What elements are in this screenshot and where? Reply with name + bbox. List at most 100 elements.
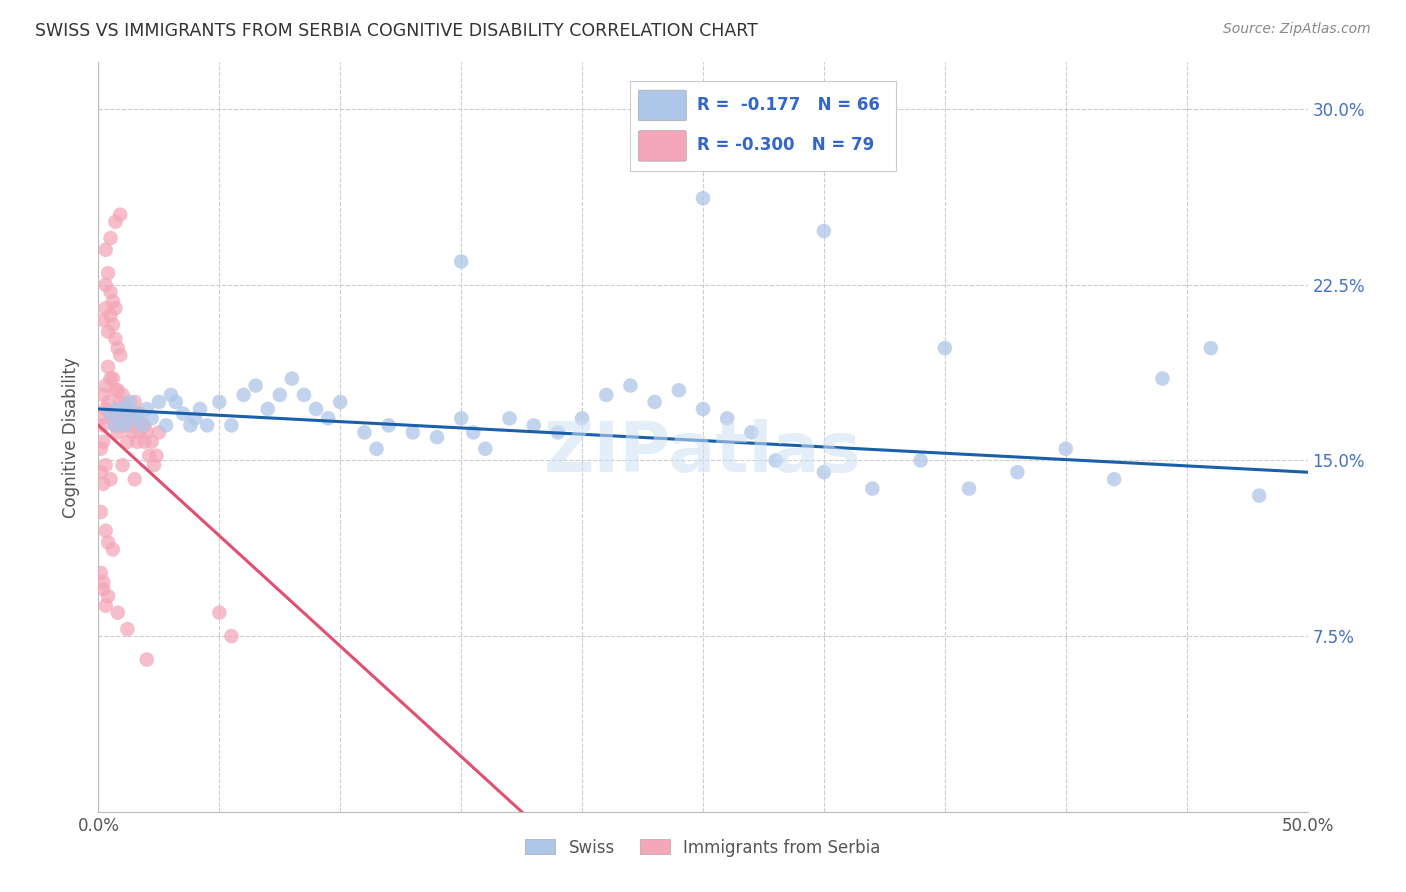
Point xyxy=(619,378,641,392)
Point xyxy=(813,465,835,479)
Text: SWISS VS IMMIGRANTS FROM SERBIA COGNITIVE DISABILITY CORRELATION CHART: SWISS VS IMMIGRANTS FROM SERBIA COGNITIV… xyxy=(35,22,758,40)
Point xyxy=(256,401,278,416)
Point xyxy=(474,442,496,456)
Point xyxy=(124,411,146,425)
Point xyxy=(97,325,120,339)
Point xyxy=(208,606,231,620)
Point xyxy=(124,472,146,486)
Point xyxy=(523,418,546,433)
Point xyxy=(910,453,932,467)
Point xyxy=(107,606,129,620)
Point xyxy=(111,411,134,425)
Point xyxy=(97,359,120,374)
Point xyxy=(269,388,291,402)
Text: ZIPatlas: ZIPatlas xyxy=(544,418,862,485)
Point xyxy=(668,384,690,398)
Legend: Swiss, Immigrants from Serbia: Swiss, Immigrants from Serbia xyxy=(519,832,887,863)
Point xyxy=(692,191,714,205)
Point xyxy=(160,388,183,402)
Point xyxy=(292,388,315,402)
Point xyxy=(108,395,131,409)
Point xyxy=(114,418,136,433)
Y-axis label: Cognitive Disability: Cognitive Disability xyxy=(62,357,80,517)
Point xyxy=(97,395,120,409)
Point xyxy=(91,388,114,402)
Point xyxy=(90,566,112,580)
Point xyxy=(117,434,139,449)
Point xyxy=(107,401,129,416)
Point xyxy=(118,418,141,433)
Point xyxy=(107,425,129,440)
Point xyxy=(128,425,150,440)
Point xyxy=(108,208,131,222)
Point xyxy=(860,482,883,496)
Point xyxy=(329,395,352,409)
Point xyxy=(97,535,120,549)
Point xyxy=(450,411,472,425)
Point xyxy=(90,442,112,456)
Point xyxy=(155,418,177,433)
Point xyxy=(463,425,485,440)
Point xyxy=(221,629,243,643)
Point xyxy=(1054,442,1077,456)
Point xyxy=(101,371,124,385)
Point xyxy=(104,301,127,316)
Point xyxy=(1102,472,1125,486)
Point xyxy=(716,411,738,425)
Point xyxy=(232,388,254,402)
Point xyxy=(104,418,127,433)
Point xyxy=(117,622,139,636)
Point xyxy=(101,294,124,309)
Point xyxy=(148,395,170,409)
Point xyxy=(111,458,134,473)
Point xyxy=(366,442,388,456)
Point xyxy=(90,465,112,479)
Point xyxy=(100,407,122,421)
Point xyxy=(91,313,114,327)
Point xyxy=(94,243,117,257)
Point xyxy=(1199,341,1222,355)
Point xyxy=(134,418,156,433)
Point xyxy=(101,318,124,332)
Point xyxy=(100,472,122,486)
Point xyxy=(498,411,520,425)
Point xyxy=(135,401,157,416)
Point xyxy=(141,411,163,425)
Point xyxy=(94,599,117,613)
Point xyxy=(111,388,134,402)
Point xyxy=(644,395,666,409)
Point xyxy=(107,384,129,398)
Point xyxy=(100,285,122,299)
Point xyxy=(172,407,194,421)
Point xyxy=(765,453,787,467)
Point xyxy=(100,371,122,385)
Point xyxy=(94,458,117,473)
Point xyxy=(221,418,243,433)
Point xyxy=(90,505,112,519)
Point xyxy=(104,384,127,398)
Point xyxy=(127,407,149,421)
Point xyxy=(148,425,170,440)
Point xyxy=(117,401,139,416)
Point xyxy=(1007,465,1029,479)
Point xyxy=(91,476,114,491)
Point xyxy=(281,371,304,385)
Point xyxy=(135,652,157,666)
Point xyxy=(1152,371,1174,385)
Point xyxy=(145,449,167,463)
Point xyxy=(934,341,956,355)
Point xyxy=(402,425,425,440)
Point xyxy=(94,401,117,416)
Point xyxy=(426,430,449,444)
Point xyxy=(100,231,122,245)
Point xyxy=(91,582,114,597)
Point xyxy=(91,575,114,590)
Point xyxy=(104,418,127,433)
Point xyxy=(114,401,136,416)
Point xyxy=(135,425,157,440)
Point xyxy=(547,425,569,440)
Point xyxy=(90,411,112,425)
Point xyxy=(108,418,131,433)
Point xyxy=(316,411,339,425)
Point xyxy=(117,401,139,416)
